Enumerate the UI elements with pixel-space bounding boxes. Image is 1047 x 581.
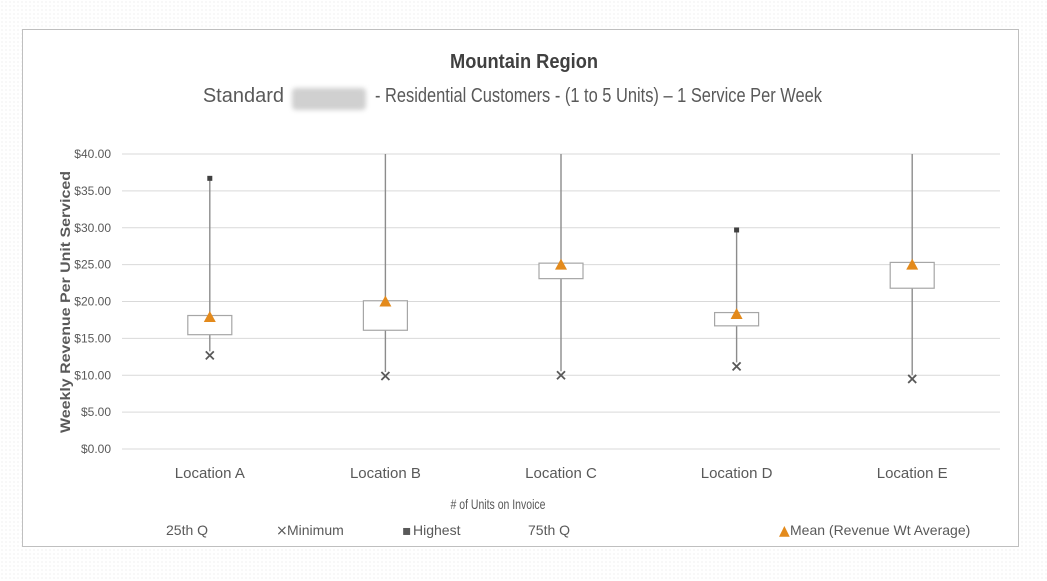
mean-marker — [379, 295, 392, 307]
legend-label: 75th Q — [528, 522, 570, 538]
x-tick-label: Location B — [350, 465, 421, 482]
y-tick-label: $35.00 — [74, 184, 111, 198]
chart-area — [22, 29, 1019, 547]
y-tick-label: $25.00 — [74, 258, 111, 272]
legend: 25th Q × Minimum ▪ Highest 75th Q ▲ Mean (Reven… — [166, 522, 970, 539]
legend-marker: ▪ — [402, 523, 412, 539]
chart-subtitle-right: - Residential Customers - (1 to 5 Units)… — [375, 85, 823, 107]
y-tick-label: $15.00 — [74, 331, 111, 345]
chart-title: Mountain Region — [450, 51, 598, 73]
legend-marker: ▲ — [779, 523, 790, 539]
minimum-marker — [380, 371, 391, 381]
x-tick-label: Location E — [877, 465, 948, 482]
mean-marker — [555, 258, 567, 270]
chart-subtitle-left: Standard — [203, 85, 284, 107]
legend-label: Highest — [413, 522, 461, 538]
y-tick-label: $20.00 — [74, 295, 111, 309]
legend-marker: × — [276, 523, 288, 539]
mean-marker — [730, 308, 743, 320]
mean-marker — [906, 258, 919, 270]
legend-label: Mean (Revenue Wt Average) — [790, 522, 970, 538]
x-tick-label: Location C — [525, 465, 597, 482]
y-axis-label: Weekly Revenue Per Unit Serviced — [57, 171, 73, 433]
boxes — [187, 154, 935, 384]
y-tick-label: $40.00 — [74, 147, 111, 161]
redacted-box — [292, 88, 366, 110]
x-axis-label: # of Units on Invoice — [451, 496, 546, 512]
highest-marker — [207, 175, 213, 181]
x-tick-label: Location D — [701, 465, 773, 482]
minimum-marker — [907, 374, 917, 384]
minimum-marker — [731, 361, 742, 372]
y-tick-label: $5.00 — [81, 405, 111, 419]
minimum-marker — [205, 350, 215, 360]
y-tick-label: $10.00 — [74, 368, 111, 382]
y-tick-labels: $0.00 $5.00 $10.00 $15.00 $20.00 $25.00 $30.00… — [74, 147, 111, 456]
minimum-marker — [556, 370, 566, 380]
legend-label: 25th Q — [166, 522, 208, 538]
y-tick-label: $30.00 — [74, 221, 111, 235]
x-tick-labels: Location A Location B Location C Location D… — [175, 465, 948, 482]
legend-label: Minimum — [287, 522, 344, 538]
mean-marker — [203, 310, 216, 322]
x-tick-label: Location A — [175, 465, 245, 482]
highest-marker — [734, 227, 740, 233]
y-tick-label: $0.00 — [81, 442, 111, 456]
